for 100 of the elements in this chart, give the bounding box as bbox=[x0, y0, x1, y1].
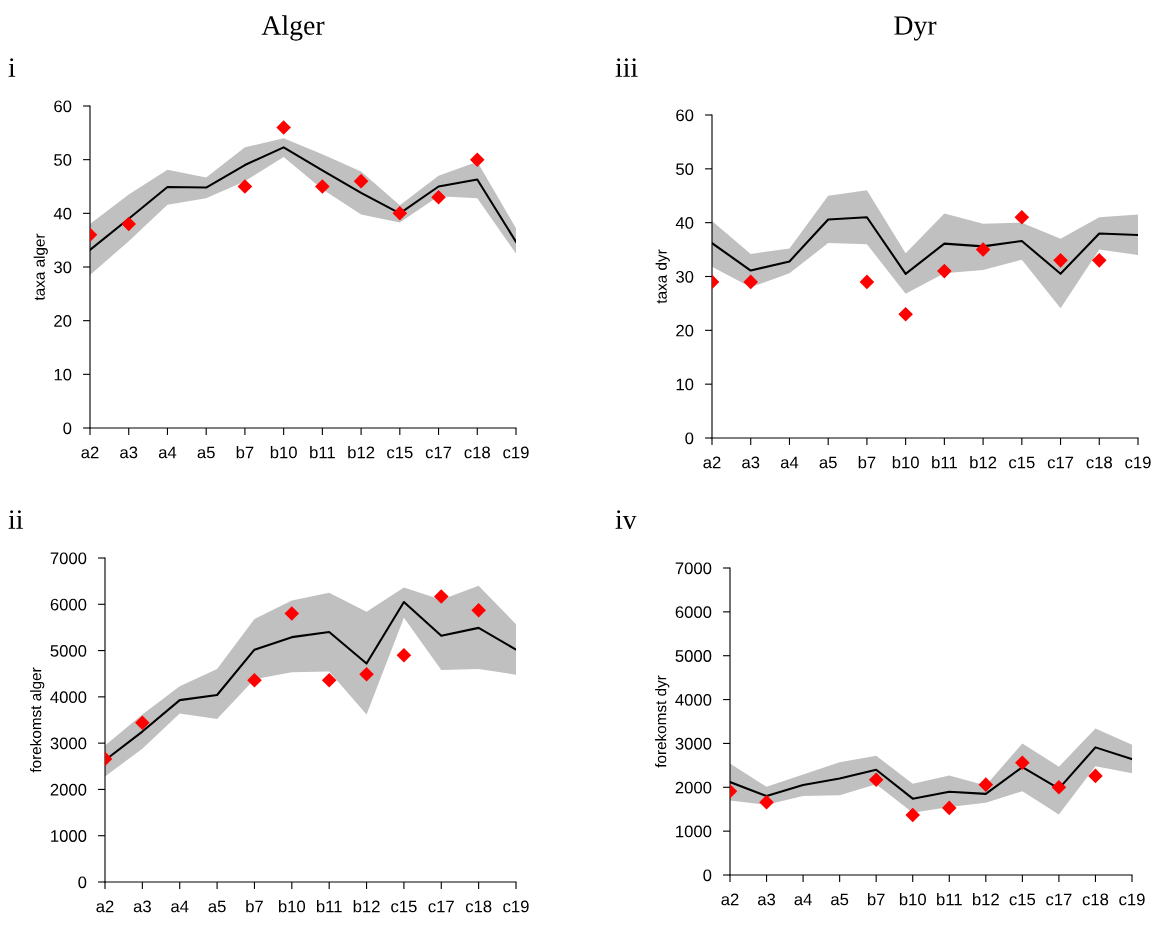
point bbox=[1091, 253, 1107, 268]
x-tick-label: b11 bbox=[937, 893, 962, 906]
point bbox=[743, 274, 759, 290]
x-tick-label: a4 bbox=[780, 456, 799, 469]
y-tick-label: 3000 bbox=[675, 737, 712, 750]
x-tick-label: c17 bbox=[425, 446, 452, 459]
y-axis-title: forekomst dyr bbox=[655, 675, 670, 768]
x-tick-label: c18 bbox=[1086, 456, 1112, 469]
x-tick-label: c17 bbox=[1047, 456, 1074, 469]
x-tick-label: c15 bbox=[1009, 456, 1035, 469]
x-tick-label: c17 bbox=[1046, 893, 1072, 906]
y-tick-label: 0 bbox=[78, 876, 87, 889]
y-tick-label: 0 bbox=[685, 432, 694, 445]
point bbox=[237, 179, 253, 194]
x-tick-label: c19 bbox=[503, 900, 529, 913]
y-tick-label: 5000 bbox=[50, 644, 87, 657]
point bbox=[759, 794, 774, 810]
x-tick-label: b10 bbox=[278, 900, 306, 913]
y-tick-label: 10 bbox=[676, 378, 694, 391]
point bbox=[868, 772, 884, 788]
x-tick-label: b10 bbox=[270, 446, 297, 459]
y-tick-label: 1000 bbox=[676, 825, 712, 838]
x-tick-label: b7 bbox=[858, 456, 876, 469]
y-tick-label: 7000 bbox=[50, 552, 87, 565]
x-tick-label: a3 bbox=[757, 893, 776, 906]
x-tick-label: a2 bbox=[703, 456, 721, 469]
y-tick-label: 50 bbox=[54, 154, 72, 166]
point bbox=[859, 274, 875, 290]
x-tick-label: b11 bbox=[316, 900, 342, 913]
y-axis-title: taxa dyr bbox=[655, 249, 670, 304]
y-tick-label: 30 bbox=[54, 261, 72, 274]
x-tick-label: c19 bbox=[1125, 456, 1151, 469]
x-tick-label: a4 bbox=[158, 446, 177, 459]
x-tick-label: a4 bbox=[171, 900, 189, 913]
x-tick-label: b10 bbox=[899, 893, 926, 906]
y-axis-title: forekomst alger bbox=[30, 667, 45, 773]
point bbox=[396, 647, 412, 663]
y-tick-label: 3000 bbox=[50, 737, 87, 750]
x-tick-label: b7 bbox=[246, 900, 263, 913]
point bbox=[898, 306, 913, 322]
y-tick-label: 5000 bbox=[675, 650, 712, 662]
y-tick-label: 2000 bbox=[675, 781, 712, 794]
x-tick-label: b11 bbox=[310, 446, 335, 459]
chart-subtitle: i bbox=[8, 58, 16, 77]
x-tick-label: b12 bbox=[972, 893, 999, 906]
y-tick-label: 2000 bbox=[50, 783, 87, 796]
x-tick-label: b7 bbox=[867, 893, 885, 906]
x-tick-label: a2 bbox=[721, 893, 739, 906]
x-tick-label: a2 bbox=[96, 900, 114, 913]
chart-subtitle: iii bbox=[615, 58, 638, 77]
y-tick-label: 0 bbox=[703, 869, 712, 882]
x-tick-label: a2 bbox=[81, 446, 99, 459]
x-tick-label: a3 bbox=[120, 446, 138, 459]
y-tick-label: 40 bbox=[675, 217, 694, 229]
x-tick-label: a5 bbox=[831, 893, 849, 906]
point bbox=[315, 179, 330, 194]
y-tick-label: 20 bbox=[676, 324, 694, 337]
x-tick-label: c19 bbox=[503, 446, 529, 459]
point bbox=[1088, 768, 1103, 784]
point bbox=[121, 216, 137, 232]
point bbox=[941, 800, 957, 816]
point bbox=[471, 603, 486, 618]
x-tick-label: b11 bbox=[932, 456, 957, 469]
point bbox=[433, 589, 449, 604]
y-tick-label: 4000 bbox=[675, 693, 712, 706]
x-tick-label: b12 bbox=[348, 446, 375, 459]
point bbox=[937, 263, 952, 279]
y-axis-title: taxa alger bbox=[33, 233, 48, 301]
x-tick-label: c15 bbox=[391, 900, 417, 913]
point bbox=[431, 189, 446, 205]
y-tick-label: 40 bbox=[53, 207, 72, 220]
x-tick-label: c17 bbox=[428, 900, 454, 913]
point bbox=[247, 672, 262, 688]
x-tick-label: c19 bbox=[1119, 893, 1145, 906]
point bbox=[284, 606, 300, 621]
x-tick-label: a5 bbox=[819, 456, 837, 469]
x-tick-label: c15 bbox=[1009, 893, 1036, 906]
x-tick-label: a5 bbox=[208, 900, 226, 913]
y-tick-label: 60 bbox=[676, 109, 694, 122]
point bbox=[905, 807, 921, 823]
x-tick-label: b12 bbox=[970, 456, 997, 469]
x-tick-label: c18 bbox=[464, 446, 490, 459]
y-tick-label: 30 bbox=[676, 270, 694, 283]
y-tick-label: 0 bbox=[63, 422, 72, 435]
point bbox=[1053, 253, 1068, 268]
x-tick-label: a5 bbox=[197, 446, 215, 459]
point bbox=[135, 715, 150, 731]
point bbox=[359, 666, 374, 682]
point bbox=[321, 672, 337, 688]
y-tick-label: 20 bbox=[54, 315, 72, 327]
chart-subtitle: ii bbox=[8, 510, 23, 529]
point bbox=[1014, 210, 1030, 225]
chart-title: Dyr bbox=[894, 16, 937, 41]
x-tick-label: c18 bbox=[1082, 893, 1109, 906]
x-tick-label: a3 bbox=[133, 900, 151, 913]
point bbox=[392, 206, 408, 221]
y-tick-label: 7000 bbox=[675, 562, 712, 575]
x-tick-label: a3 bbox=[742, 456, 760, 469]
point bbox=[353, 173, 369, 189]
y-tick-label: 6000 bbox=[50, 598, 87, 611]
